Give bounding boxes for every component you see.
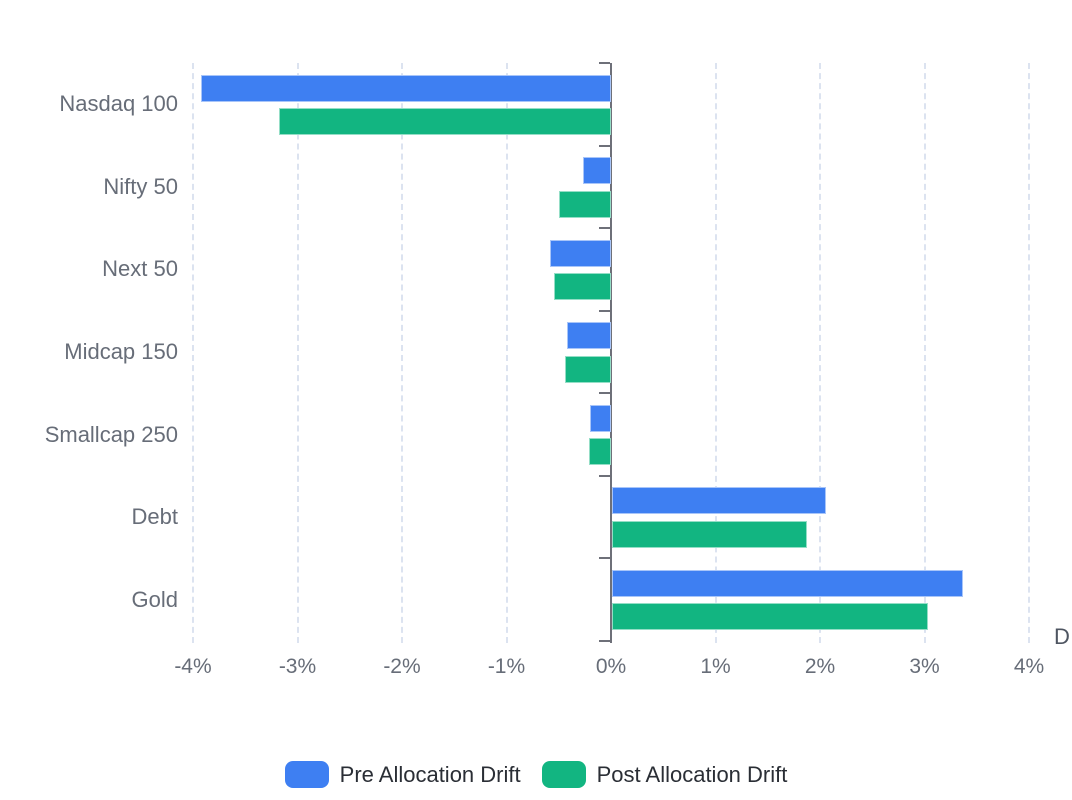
category-label-midcap-150: Midcap 150 — [64, 339, 178, 364]
bar-post-nasdaq-100[interactable] — [278, 108, 611, 135]
legend-item-post-allocation-drift[interactable]: Post Allocation Drift — [541, 761, 788, 788]
legend: Pre Allocation Drift Post Allocation Dri… — [0, 761, 1072, 788]
category-label-nasdaq-100: Nasdaq 100 — [59, 91, 178, 117]
axis-tick — [599, 392, 610, 395]
bar-pre-gold[interactable] — [612, 569, 964, 597]
x-tick-label: 1% — [700, 655, 731, 678]
bar-post-nifty-50[interactable] — [558, 190, 611, 218]
legend-label: Post Allocation Drift — [596, 761, 788, 787]
gridline — [192, 63, 194, 643]
gridline — [296, 63, 299, 643]
gridline — [714, 63, 717, 643]
bar-post-midcap-150[interactable] — [565, 355, 611, 383]
pre-allocation-drift-swatch-icon — [284, 761, 329, 788]
axis-tick — [599, 309, 610, 312]
bar-post-gold[interactable] — [612, 603, 928, 631]
axis-tick — [599, 227, 610, 230]
gridline — [505, 63, 508, 643]
axis-tick — [599, 557, 610, 560]
gridline — [401, 63, 403, 643]
bar-pre-next-50[interactable] — [550, 239, 611, 267]
bar-post-debt[interactable] — [612, 520, 808, 548]
x-axis-title-partial: D — [1054, 624, 1070, 649]
legend-item-pre-allocation-drift[interactable]: Pre Allocation Drift — [284, 761, 521, 788]
bar-pre-smallcap-250[interactable] — [590, 404, 611, 432]
x-tick-label: -2% — [383, 655, 421, 678]
x-axis-zero-line — [610, 63, 612, 643]
bar-pre-debt[interactable] — [612, 487, 827, 515]
legend-label: Pre Allocation Drift — [339, 761, 521, 787]
bar-pre-midcap-150[interactable] — [567, 322, 611, 350]
category-label-debt: Debt — [131, 504, 178, 530]
x-tick-label: 0% — [595, 655, 627, 678]
x-tick-label: 3% — [909, 655, 940, 678]
bar-post-smallcap-250[interactable] — [589, 438, 611, 466]
axis-tick — [599, 62, 610, 64]
axis-tick — [599, 144, 610, 147]
x-tick-label: -3% — [278, 655, 317, 678]
x-tick-label: 4% — [1013, 655, 1045, 678]
x-tick-label: 2% — [804, 655, 836, 678]
category-label-next-50: Next 50 — [102, 256, 178, 282]
category-label-nifty-50: Nifty 50 — [103, 173, 178, 199]
bar-post-next-50[interactable] — [553, 273, 611, 301]
post-allocation-drift-swatch-icon — [541, 761, 586, 788]
x-tick-label: -1% — [487, 655, 526, 678]
category-label-smallcap-250: Smallcap 250 — [44, 421, 178, 447]
bar-pre-nifty-50[interactable] — [582, 157, 611, 185]
gridline — [819, 63, 821, 643]
gridline — [1028, 63, 1030, 643]
category-label-gold: Gold — [131, 586, 178, 612]
x-tick-label: -4% — [174, 655, 212, 678]
gridline — [923, 63, 926, 643]
axis-tick — [599, 640, 610, 642]
bar-pre-nasdaq-100[interactable] — [201, 74, 611, 102]
axis-tick — [599, 474, 610, 477]
